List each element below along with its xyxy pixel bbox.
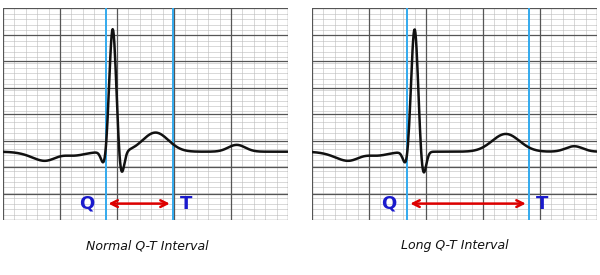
Text: T: T xyxy=(536,195,548,213)
Text: T: T xyxy=(180,195,192,213)
Text: Q: Q xyxy=(80,195,95,213)
Text: Normal Q-T Interval: Normal Q-T Interval xyxy=(86,239,208,252)
Text: Long Q-T Interval: Long Q-T Interval xyxy=(401,239,509,252)
Text: Q: Q xyxy=(382,195,397,213)
